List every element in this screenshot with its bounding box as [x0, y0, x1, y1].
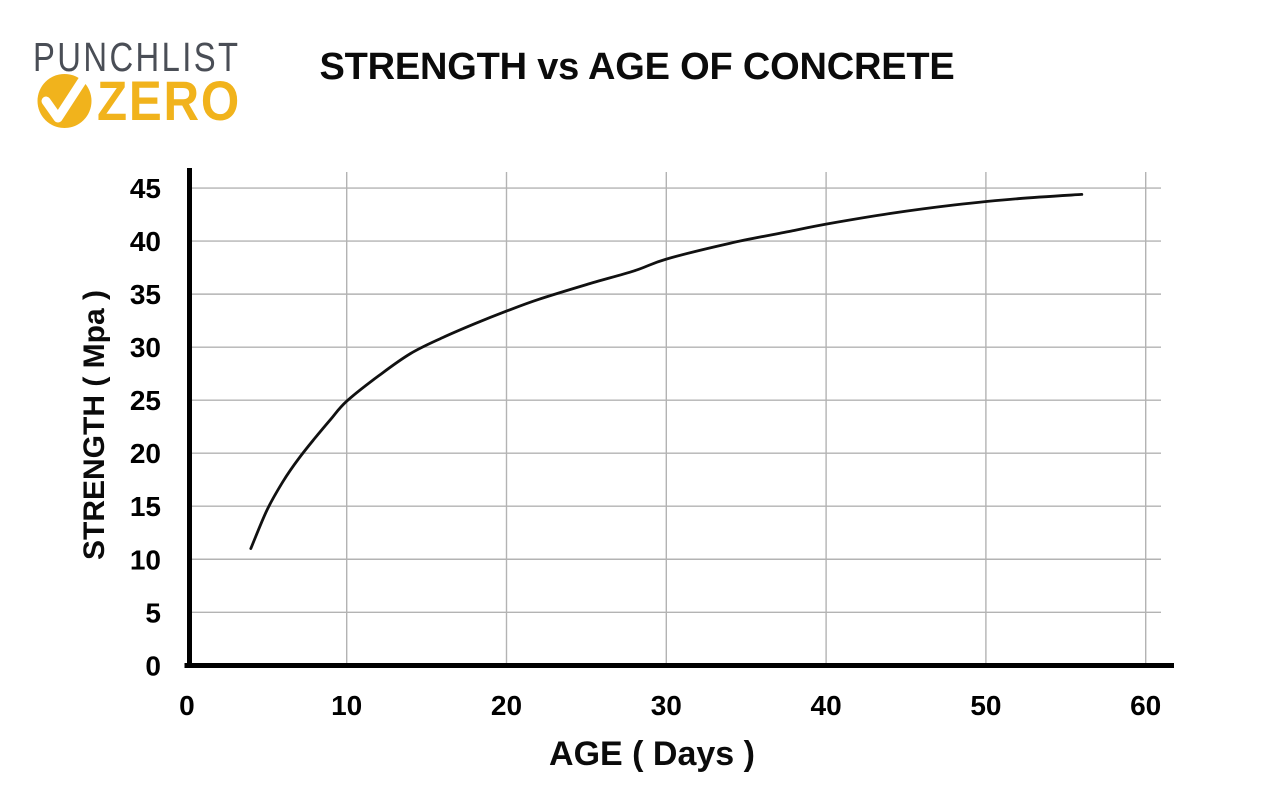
x-tick-label: 60: [1130, 690, 1161, 721]
x-tick-label: 50: [970, 690, 1001, 721]
x-tick-label: 30: [651, 690, 682, 721]
x-tick-label: 40: [811, 690, 842, 721]
y-tick-label: 40: [130, 226, 161, 257]
y-tick-label: 0: [145, 650, 161, 681]
y-tick-label: 15: [130, 491, 161, 522]
x-axis-title: AGE ( Days ): [549, 735, 755, 773]
strength-curve: [249, 193, 1084, 550]
x-tick-label: 10: [331, 690, 362, 721]
logo-zero-text: ZERO: [97, 69, 241, 132]
logo-punchlist-text: PUNCHLIST: [33, 34, 241, 80]
y-tick-label: 25: [130, 385, 161, 416]
y-tick-label: 45: [130, 173, 161, 204]
check-circle-icon: [37, 73, 92, 128]
y-tick-label: 5: [145, 597, 161, 628]
y-tick-label: 30: [130, 332, 161, 363]
y-tick-label: 10: [130, 544, 161, 575]
y-tick-label: 35: [130, 279, 161, 310]
x-tick-label: 20: [491, 690, 522, 721]
x-tick-label: 0: [179, 690, 195, 721]
y-tick-label: 20: [130, 438, 161, 469]
chart-title: STRENGTH vs AGE OF CONCRETE: [319, 46, 955, 88]
